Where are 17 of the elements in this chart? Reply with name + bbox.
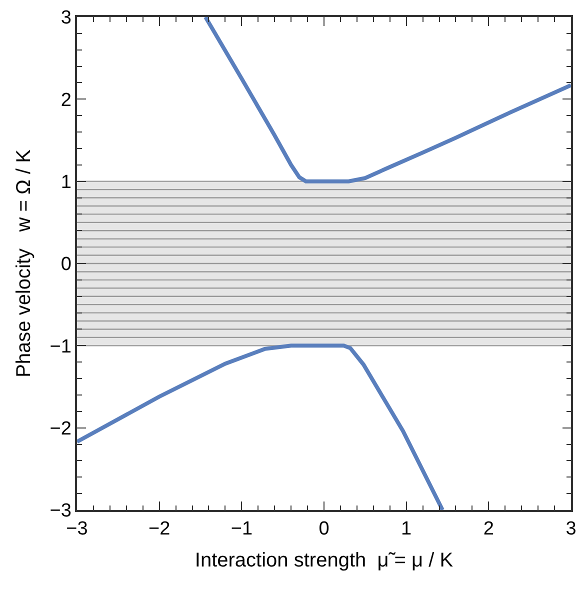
x-tick-label: 3 — [566, 518, 576, 540]
y-tick-label: 1 — [60, 172, 72, 193]
x-axis-title: Interaction strength μ̃ = μ / K — [194, 550, 454, 572]
x-tick-label: −1 — [230, 518, 253, 540]
x-tick-label: 2 — [483, 518, 494, 540]
x-tick-label: 1 — [401, 518, 412, 540]
y-tick-label: 3 — [60, 8, 72, 29]
y-tick-label: −1 — [50, 336, 72, 358]
line-series — [77, 344, 445, 510]
line-series — [203, 17, 571, 184]
y-axis-title: Phase velocity w = Ω / K — [12, 148, 35, 378]
y-tick-label: 2 — [60, 90, 72, 111]
x-tick-label: −2 — [148, 518, 170, 540]
y-tick-label: −3 — [50, 500, 72, 522]
y-tick-label: −2 — [50, 418, 72, 440]
y-tick-label: 0 — [60, 254, 72, 276]
x-tick-label: 0 — [318, 518, 330, 540]
